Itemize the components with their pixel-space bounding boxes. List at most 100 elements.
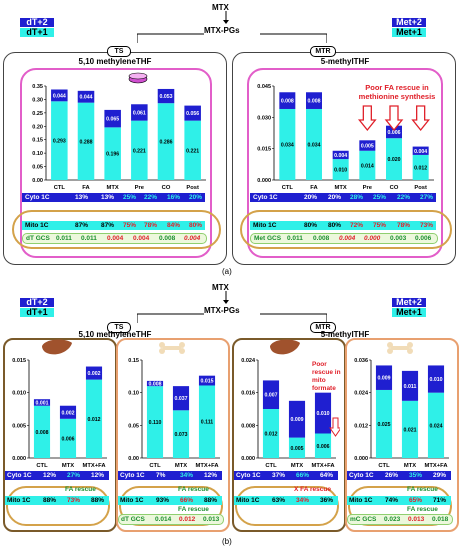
bar-bottom-label: 0.006 [62, 436, 75, 442]
bar-top [359, 140, 376, 151]
y-tick-label: 0.00 [128, 456, 139, 462]
gcs-value: 0.011 [81, 235, 97, 242]
bar-top [314, 392, 332, 434]
bar-top-label: 0.004 [414, 149, 427, 155]
gcs-value: 0.004 [184, 235, 201, 242]
cyto-label: Cyto 1C [120, 472, 145, 479]
mito-value: 36% [320, 497, 334, 504]
category-label: Post [186, 185, 199, 191]
bar-top-label: 0.004 [334, 153, 347, 159]
bar-bottom [288, 437, 306, 458]
cyto-value: 27% [420, 194, 434, 201]
bar-top-label: 0.061 [133, 110, 146, 116]
arrow-down-icon [223, 291, 229, 304]
title-left-a: 5,10 methyleneTHF [78, 57, 152, 66]
bar-bottom-label: 0.221 [133, 148, 146, 154]
down-arrow-icon [384, 105, 404, 132]
y-tick-label: 0.024 [241, 358, 256, 364]
y-tick-label: 0.016 [241, 391, 255, 397]
bar-bottom [198, 385, 216, 458]
y-tick-label: 0.30 [32, 97, 43, 103]
chart-b-bone-mtr: 0.000 0.012 0.024 0.036 0.009 0.025 CTL 0.011 0.… [354, 358, 449, 469]
category-label: Pre [363, 185, 373, 191]
bar-bottom-label: 0.021 [404, 427, 417, 433]
enzyme-ts-b: TS [107, 322, 131, 333]
bar-bottom-label: 0.008 [36, 430, 49, 436]
y-tick-label: 0.005 [12, 423, 26, 429]
legend-met2: Met+2 [392, 297, 426, 307]
bar-top [198, 375, 216, 386]
cyto-value: 25% [123, 194, 137, 201]
bar-bottom [332, 159, 349, 180]
cyto-value: 20% [304, 194, 318, 201]
bar-bottom-label: 0.073 [175, 432, 188, 438]
mito-label: Mito 1C [25, 222, 49, 229]
poor-rescue-mito-note: Poor rescue in mito formate [312, 361, 341, 392]
bar-bottom [172, 410, 190, 458]
gcs-label: mC GCS [350, 516, 377, 523]
fa-rescue-label: X FA rescue [294, 486, 331, 493]
fa-rescue-label: FA rescue [178, 486, 209, 493]
mito-value: 73% [67, 497, 81, 504]
bar-top-label: 0.053 [160, 94, 173, 100]
bar-bottom-label: 0.286 [160, 140, 173, 146]
legend-met1: Met+1 [392, 27, 426, 37]
poor-rescue-note: Poor FA rescue in methionine synthesis [358, 83, 436, 101]
mito-band: Mito 1C 74% 65% 71% [347, 496, 451, 505]
category-label: CO [162, 185, 171, 191]
y-tick-label: 0.012 [354, 423, 368, 429]
gcs-value: 0.004 [107, 235, 124, 242]
category-label: Post [414, 185, 427, 191]
category-label: MTX [335, 185, 347, 191]
y-tick-label: 0.036 [354, 358, 368, 364]
category-label: MTX [107, 185, 119, 191]
mito-value: 66% [180, 497, 194, 504]
gcs-value: 0.012 [179, 516, 196, 523]
mito-value: 80% [328, 222, 342, 229]
mito-value: 88% [204, 497, 218, 504]
cyto-label: Cyto 1C [25, 194, 50, 201]
cyto-value: 12% [43, 472, 57, 479]
gcs-band: dT GCS 0.014 0.012 0.013 [118, 514, 224, 525]
bar-bottom [85, 379, 103, 458]
mito-label: Mito 1C [7, 497, 31, 504]
legend-left-a: dT+2 dT+1 [20, 17, 54, 37]
gcs-value: 0.000 [364, 235, 381, 242]
cyto-value: 29% [433, 472, 447, 479]
bar-bottom [157, 103, 175, 180]
bar-bottom-label: 0.196 [106, 152, 119, 158]
y-tick-label: 0.000 [354, 456, 368, 462]
bar-top [131, 104, 148, 121]
caption-b: (b) [222, 537, 232, 546]
bar-top-label: 0.044 [80, 95, 93, 101]
cyto-value: 20% [328, 194, 342, 201]
bar-bottom-label: 0.034 [281, 142, 294, 148]
y-tick-label: 0.015 [12, 358, 26, 364]
gcs-value: 0.011 [287, 235, 303, 242]
category-label: MTX [291, 463, 303, 469]
y-tick-label: 0.045 [257, 84, 271, 90]
bar-top [332, 150, 349, 160]
bar-top [375, 365, 393, 390]
bar-top-label: 0.006 [388, 130, 401, 136]
mito-value: 75% [373, 222, 387, 229]
legend-dt2: dT+2 [20, 297, 54, 307]
mtx-label-a: MTX [212, 3, 229, 12]
bar-top [184, 105, 201, 121]
bar-bottom-label: 0.010 [334, 168, 347, 174]
mito-value: 88% [91, 497, 105, 504]
legend-left-b: dT+2 dT+1 [20, 297, 54, 317]
y-tick-label: 0.05 [32, 165, 43, 171]
bar-bottom-label: 0.014 [361, 163, 374, 169]
mito-band-right-a: Mito 1C 80% 80% 72% 75% 78% 73% [250, 221, 436, 230]
y-tick-label: 0.000 [12, 456, 26, 462]
chart-left-a: 0.00 0.05 0.10 0.15 0.20 0.25 0.30 0.35 0.044 0.2… [32, 84, 206, 191]
mito-band: Mito 1C 63% 34% 36% [234, 496, 338, 505]
gcs-value: 0.004 [339, 235, 356, 242]
bar-top [427, 365, 445, 393]
gcs-band-right-a: Met GCS 0.011 0.008 0.004 0.000 0.003 0.… [250, 233, 438, 244]
mito-value: 88% [43, 497, 57, 504]
bar-top-label: 0.010 [430, 377, 443, 383]
bar-bottom [33, 405, 51, 458]
bar-bottom [306, 108, 322, 180]
